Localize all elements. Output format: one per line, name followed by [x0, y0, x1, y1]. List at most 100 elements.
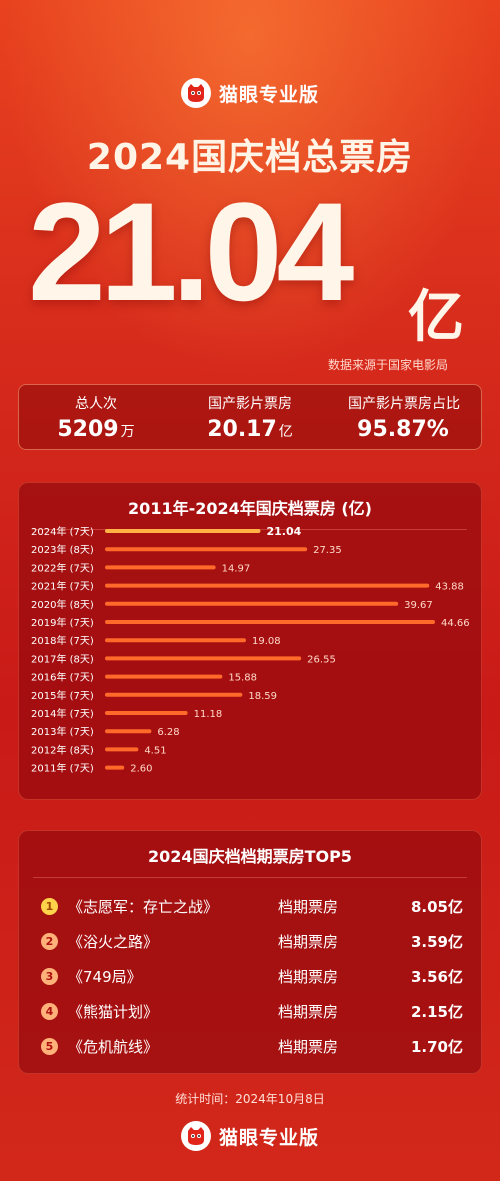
bar-value-label: 39.67	[404, 600, 433, 611]
bar-category-label: 2012年 (8天)	[31, 743, 94, 756]
bar-value-label: 21.04	[266, 525, 301, 538]
bar-category-label: 2021年 (7天)	[31, 580, 94, 593]
brand-footer: 猫眼专业版	[0, 1121, 500, 1151]
bar-category-label: 2015年 (7天)	[31, 689, 94, 702]
bar-value-label: 14.97	[222, 563, 251, 574]
brand-header: 猫眼专业版	[0, 78, 500, 108]
bar-category-label: 2019年 (7天)	[31, 616, 94, 629]
stat-value: 5209	[57, 417, 119, 442]
top5-title: 2024国庆档档期票房TOP5	[148, 847, 352, 866]
movie-tag: 档期票房	[278, 968, 339, 986]
stat-value-wrap: 5209 万	[19, 417, 173, 442]
stat-value: 20.17	[207, 417, 277, 442]
chart-title: 2011年-2024年国庆档票房 (亿)	[128, 499, 372, 518]
history-bar-chart: 2024年 (7天) 21.04 2023年 (8天) 27.35 2022年 (7天)…	[31, 525, 470, 775]
movie-name: 《志愿军：存亡之战》	[68, 898, 219, 916]
bar	[105, 601, 399, 606]
bar-category-label: 2020年 (8天)	[31, 598, 94, 611]
bar	[105, 565, 216, 570]
movie-tag: 档期票房	[278, 1038, 339, 1056]
bar	[105, 729, 152, 734]
bar-category-label: 2013年 (7天)	[31, 725, 94, 738]
top5-panel: 2024国庆档档期票房TOP5 1 《志愿军：存亡之战》 档期票房 8.05亿 …	[18, 830, 482, 1074]
bar-category-label: 2022年 (7天)	[31, 561, 94, 574]
movie-tag: 档期票房	[278, 933, 339, 951]
movie-name: 《危机航线》	[68, 1038, 159, 1056]
bar	[105, 620, 435, 624]
movie-name: 《熊猫计划》	[68, 1003, 159, 1021]
stat-total-admissions: 总人次 5209 万	[19, 385, 173, 449]
top5-list: 1 《志愿军：存亡之战》 档期票房 8.05亿 2 《浴火之路》 档期票房 3.…	[19, 889, 483, 1064]
list-item: 5 《危机航线》 档期票房 1.70亿	[19, 1029, 483, 1064]
bar	[105, 656, 302, 661]
bar-value-label: 4.51	[144, 745, 166, 756]
bar-value-label: 19.08	[252, 636, 281, 647]
bar	[105, 638, 246, 643]
stats-summary: 总人次 5209 万 国产影片票房 20.17 亿 国产影片票房占比 95.87%	[18, 384, 482, 450]
movie-box-office: 3.56亿	[410, 968, 463, 986]
data-source-note: 数据来源于国家电影局	[327, 358, 448, 372]
bar-category-label: 2018年 (7天)	[31, 634, 94, 647]
bar	[105, 765, 125, 770]
stat-domestic-box-office: 国产影片票房 20.17 亿	[173, 385, 327, 449]
bar-value-label: 11.18	[194, 709, 223, 720]
stat-unit: 万	[120, 424, 135, 440]
rank-badge: 2	[41, 933, 58, 950]
movie-tag: 档期票房	[278, 1003, 339, 1021]
bar	[105, 583, 430, 588]
bar-category-label: 2014年 (7天)	[31, 707, 94, 720]
bar	[105, 711, 188, 715]
bar-category-label: 2024年 (7天)	[31, 525, 94, 538]
movie-tag: 档期票房	[278, 898, 339, 916]
movie-box-office: 8.05亿	[410, 898, 463, 916]
stat-value-wrap: 95.87%	[327, 417, 481, 442]
list-item: 2 《浴火之路》 档期票房 3.59亿	[19, 924, 483, 959]
stat-time: 统计时间：2024年10月8日	[175, 1092, 325, 1106]
bar	[105, 692, 243, 697]
bar-value-label: 18.59	[248, 691, 277, 702]
total-box-office-unit: 亿	[408, 285, 464, 350]
bar-category-label: 2011年 (7天)	[31, 762, 94, 775]
bar	[105, 674, 223, 679]
bar-category-label: 2016年 (7天)	[31, 671, 94, 684]
stat-domestic-share: 国产影片票房占比 95.87%	[327, 385, 481, 449]
stat-label: 总人次	[75, 396, 117, 412]
maoyan-cat-icon	[180, 1121, 211, 1151]
brand-name: 猫眼专业版	[218, 83, 319, 106]
divider	[33, 877, 467, 878]
movie-box-office: 3.59亿	[410, 933, 463, 951]
rank-badge: 4	[41, 1003, 58, 1020]
movie-name: 《749局》	[68, 968, 142, 986]
maoyan-cat-icon	[180, 78, 211, 108]
bar-category-label: 2023年 (8天)	[31, 543, 94, 556]
rank-badge: 5	[41, 1038, 58, 1055]
stat-label: 国产影片票房占比	[348, 396, 460, 412]
bar	[105, 547, 308, 552]
rank-badge: 3	[41, 968, 58, 985]
list-item: 4 《熊猫计划》 档期票房 2.15亿	[19, 994, 483, 1029]
stat-value-wrap: 20.17 亿	[173, 417, 327, 442]
bar-value-label: 26.55	[307, 654, 336, 665]
page-title: 2024国庆档总票房	[86, 137, 414, 178]
movie-name: 《浴火之路》	[68, 933, 159, 951]
bar	[105, 747, 139, 752]
rank-badge: 1	[41, 898, 58, 915]
bar-value-label: 2.60	[130, 764, 152, 775]
brand-name: 猫眼专业版	[218, 1126, 319, 1149]
bar-category-label: 2017年 (8天)	[31, 652, 94, 665]
stat-label: 国产影片票房	[208, 396, 292, 412]
history-chart-panel: 2011年-2024年国庆档票房 (亿) 2024年 (7天) 21.04 2023…	[18, 482, 482, 800]
movie-box-office: 1.70亿	[410, 1038, 463, 1056]
list-item: 1 《志愿军：存亡之战》 档期票房 8.05亿	[19, 889, 483, 924]
total-box-office-value: 21.04	[28, 173, 354, 330]
movie-box-office: 2.15亿	[410, 1003, 463, 1021]
bar-value-label: 15.88	[228, 673, 257, 684]
stat-unit: 亿	[278, 424, 293, 440]
bar-value-label: 6.28	[157, 727, 179, 738]
bar-value-label: 44.66	[441, 618, 470, 629]
list-item: 3 《749局》 档期票房 3.56亿	[19, 959, 483, 994]
bar-value-label: 43.88	[435, 582, 464, 593]
bar	[105, 529, 261, 533]
bar-value-label: 27.35	[313, 545, 342, 556]
stat-value: 95.87%	[357, 417, 449, 442]
